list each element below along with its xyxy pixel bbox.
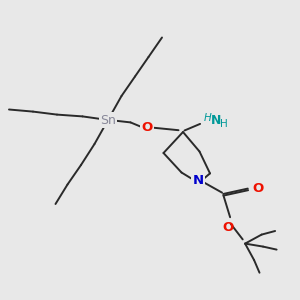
Text: H: H [220, 118, 227, 129]
Text: O: O [223, 221, 234, 234]
Text: Sn: Sn [100, 113, 116, 127]
Text: N: N [211, 113, 222, 127]
Text: O: O [252, 182, 264, 196]
Text: N: N [192, 173, 204, 187]
Text: O: O [141, 121, 153, 134]
Text: H: H [204, 113, 212, 123]
